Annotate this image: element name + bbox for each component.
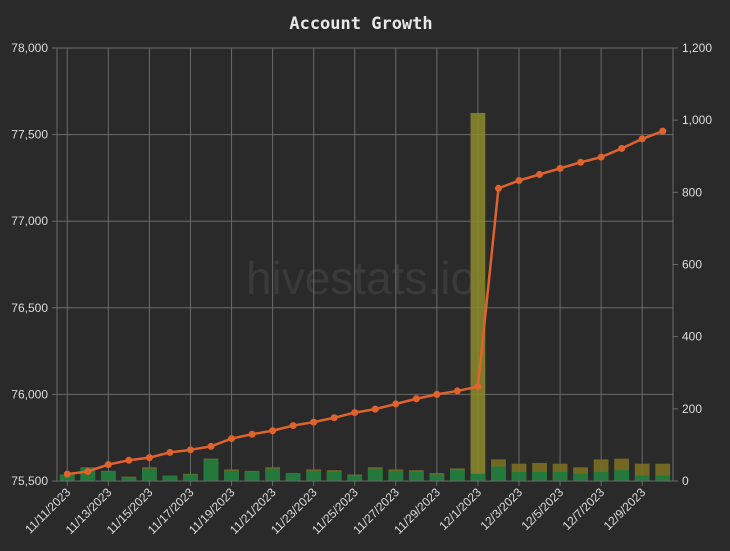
line-point (371, 405, 379, 413)
bar-green (552, 471, 568, 481)
line-point (515, 176, 523, 184)
line-point (125, 456, 133, 464)
chart-title: Account Growth (289, 14, 432, 34)
line-point (638, 135, 646, 143)
bar-green (450, 470, 465, 481)
grid (57, 47, 673, 482)
bar-green (408, 471, 424, 481)
line-point (597, 153, 605, 161)
bar-green (655, 475, 671, 481)
y-tick-label: 77,500 (11, 128, 48, 142)
line-point (577, 158, 585, 166)
bar-green (429, 474, 445, 481)
watermark-logo: hivestats.io (246, 252, 476, 304)
bar-green (532, 471, 547, 481)
y2-tick-label: 1,000 (682, 113, 712, 127)
line-point (104, 461, 112, 469)
bar-green (614, 470, 630, 481)
line-point (494, 184, 502, 192)
line-point (351, 409, 359, 417)
bar-green (573, 473, 588, 481)
bar-green (367, 468, 383, 481)
bar-green (491, 466, 506, 481)
line-point (166, 448, 174, 456)
y-tick-label: 77,000 (11, 214, 48, 228)
line-point (433, 390, 441, 398)
y-tick-label: 76,000 (11, 387, 48, 401)
x-tick-label: 12/5/2023 (519, 485, 567, 533)
line-point (145, 454, 153, 462)
line-point (63, 470, 71, 478)
y2-tick-label: 800 (682, 185, 702, 199)
bar-series (59, 112, 671, 481)
bar-green (244, 471, 260, 481)
y2-tick-label: 200 (682, 402, 702, 416)
bar-green (388, 470, 404, 481)
line-point (289, 422, 297, 430)
line-point (556, 164, 564, 172)
line-point (330, 414, 338, 422)
line-point (618, 144, 626, 152)
bar-green (59, 474, 75, 481)
line-point (84, 467, 92, 475)
line-point (228, 435, 236, 443)
bar-green (203, 460, 219, 481)
line-series (63, 127, 667, 478)
bar-green (593, 471, 609, 481)
line-point (269, 427, 277, 435)
bar-green (121, 477, 137, 481)
bar-green (326, 471, 342, 481)
y2-tick-label: 1,200 (682, 41, 712, 55)
bar-green (142, 468, 157, 481)
line-point (536, 170, 544, 178)
bar-green (634, 475, 650, 481)
y-tick-label: 78,000 (11, 41, 48, 55)
x-tick-label: 12/7/2023 (560, 485, 608, 533)
y2-tick-label: 0 (682, 474, 689, 488)
bar-green (470, 473, 486, 481)
line-point (207, 442, 215, 450)
bar-green (162, 475, 178, 481)
x-tick-label: 12/1/2023 (436, 485, 484, 533)
y-tick-label: 75,500 (11, 474, 48, 488)
account-line (67, 129, 664, 476)
line-point (248, 430, 256, 438)
bar-green (100, 471, 116, 481)
x-tick-label: 12/9/2023 (601, 485, 649, 533)
line-point (453, 387, 461, 395)
bar-green (224, 470, 239, 481)
bar-green (265, 468, 280, 481)
bar-green (285, 473, 301, 481)
y2-tick-label: 400 (682, 330, 702, 344)
line-point (659, 127, 667, 135)
bar-total (470, 112, 486, 481)
y2-tick-label: 600 (682, 258, 702, 272)
line-point (392, 400, 400, 408)
line-point (186, 446, 194, 454)
line-point (412, 395, 420, 403)
bar-green (347, 475, 363, 481)
x-tick-label: 12/3/2023 (477, 485, 525, 533)
line-point (310, 418, 318, 426)
y-tick-label: 76,500 (11, 301, 48, 315)
bar-green (306, 470, 322, 481)
line-point (474, 383, 482, 391)
bar-green (183, 474, 198, 481)
bar-green (511, 471, 527, 481)
